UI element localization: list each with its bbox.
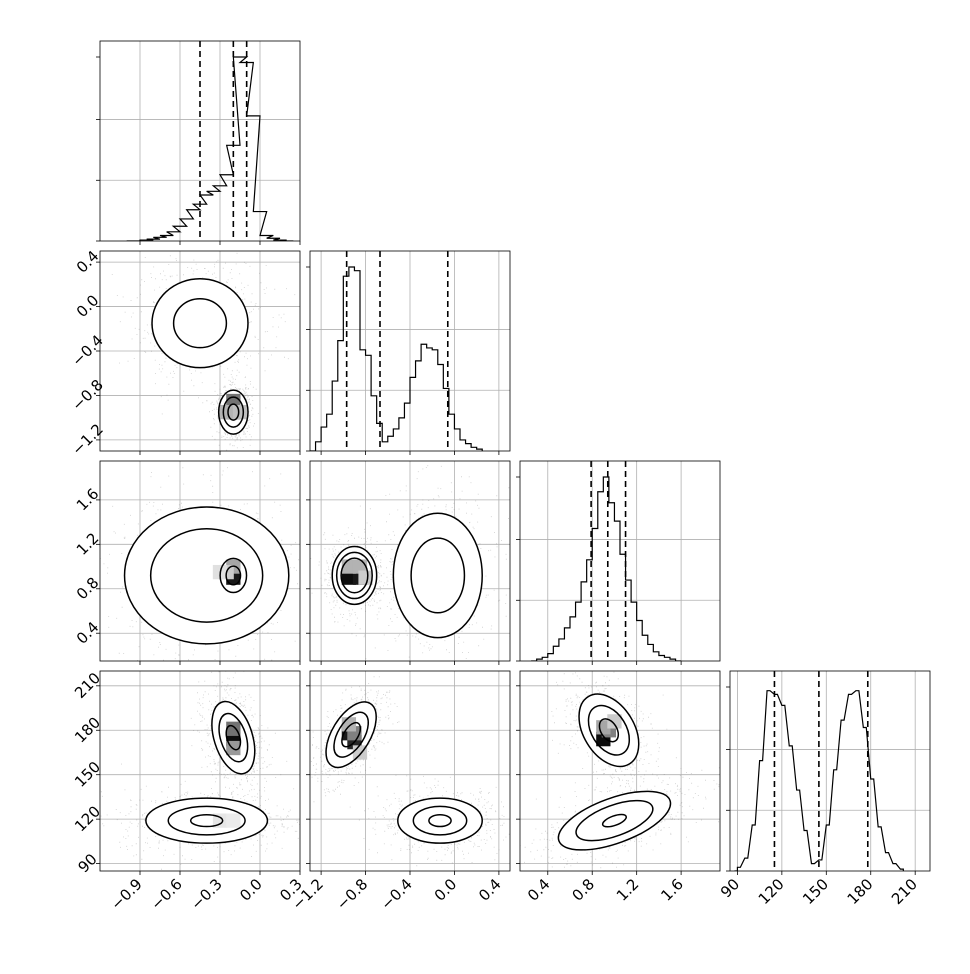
hist2d-panel-0-3 [96,670,301,875]
panel-frame [519,460,721,662]
histogram-panel-1 [306,250,511,455]
density-fill [124,507,289,644]
y-tick-label: 0.0 [73,291,103,321]
contour-line [222,396,245,428]
hist2d-panel-1-2 [306,460,511,665]
contour-line [219,557,248,594]
hist2d-panel-0-2 [96,460,301,665]
panel-frame [99,460,301,662]
density-cell [219,404,234,420]
density-cell [341,570,357,585]
x-tick-label: 0.0 [236,875,266,905]
x-tick-label: −0.9 [107,875,145,913]
x-tick-label: 180 [844,875,877,908]
contour-line [412,805,468,836]
density-cell [226,813,241,828]
contour-line [325,701,377,769]
y-tick-label: 1.2 [73,529,103,559]
contour-line [575,799,654,842]
contour-line [331,545,378,606]
density-fill [558,791,671,850]
histogram-step-line [310,266,483,451]
contour-line [340,557,369,594]
density-cell [212,813,228,828]
contour-line [145,797,269,844]
density-cell [607,714,622,729]
panel-frame [99,670,301,872]
contour-line [598,718,620,743]
x-tick-label: 1.2 [613,875,643,905]
density-fill [393,513,483,638]
x-tick-label: 0.4 [524,875,554,905]
contour-line [392,512,483,639]
x-tick-label: 150 [799,875,832,908]
y-tick-label: 150 [71,758,104,791]
panel-frame [99,40,301,242]
contour-line [410,537,466,614]
density-cell [358,570,373,585]
y-tick-label: 90 [75,850,101,876]
histogram-step-line [531,476,682,661]
contour-line [225,724,242,751]
histogram-step-line [126,56,294,241]
y-tick-label: 210 [71,669,104,702]
hist2d-panel-1-3 [306,670,511,875]
contour-line [225,565,242,586]
hist2d-panel-2-3 [516,670,721,875]
contour-line [428,813,452,828]
contour-line [211,700,256,775]
x-tick-label: 120 [755,875,788,908]
contour-line [172,298,228,349]
contour-line [123,506,290,645]
histogram-step-line [734,690,904,871]
contour-line [578,693,640,768]
y-tick-label: 0.4 [73,618,103,648]
x-tick-label: 1.6 [657,875,687,905]
x-tick-label: 90 [717,875,743,901]
contour-line [217,389,249,435]
contour-line [149,528,264,623]
y-tick-label: 1.6 [73,485,103,515]
x-tick-label: −0.4 [377,875,415,913]
y-tick-label: 0.8 [73,574,103,604]
contour-line [557,790,672,851]
x-tick-label: 210 [888,875,921,908]
histogram-panel-0 [96,40,301,245]
x-tick-label: −0.8 [333,875,371,913]
hist2d-panel-0-1 [96,250,301,455]
y-tick-label: 120 [71,802,104,835]
contour-line [397,797,483,844]
contour-line [227,403,240,421]
x-tick-label: 0.4 [475,875,505,905]
density-cell [341,717,357,732]
contour-line [587,704,631,756]
contour-line [601,813,627,828]
density-fill [152,278,248,368]
contour-line [218,712,249,763]
density-fill [397,798,483,844]
density-cell [232,404,248,420]
y-tick-label: 180 [71,713,104,746]
contour-line [167,805,246,836]
panel-frame [519,670,721,872]
panel-frame [729,670,931,872]
contour-line [341,721,362,748]
density-fill [145,798,268,844]
contour-line [335,551,373,600]
histogram-panel-3 [726,670,931,875]
x-tick-label: −0.3 [187,875,225,913]
x-tick-label: −0.6 [147,875,185,913]
contour-line [333,711,370,758]
x-tick-label: 0.0 [431,875,461,905]
histogram-panel-2 [516,460,721,665]
contour-line [151,278,249,369]
x-tick-label: 0.8 [568,875,598,905]
contour-line [189,813,224,828]
y-tick-label: 0.4 [73,247,103,277]
